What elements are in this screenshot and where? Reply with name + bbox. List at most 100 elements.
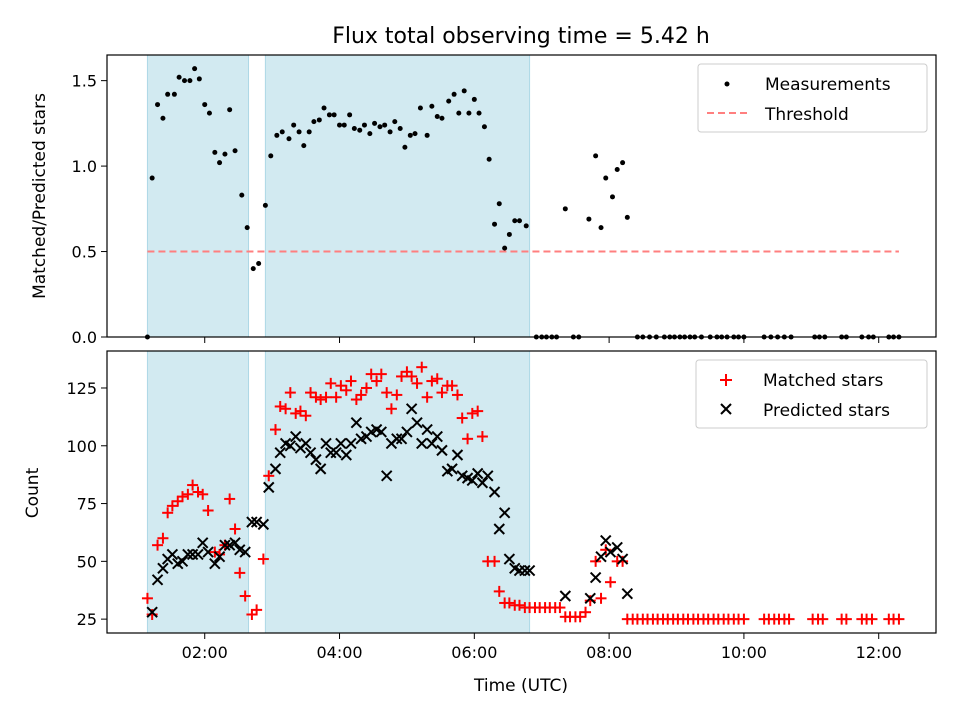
measurement-point (402, 144, 408, 150)
predicted-star-point (589, 571, 602, 584)
measurement-point (232, 148, 238, 154)
matched-star-point (157, 532, 169, 544)
legend-predicted-marker (720, 403, 732, 415)
measurement-point (347, 112, 353, 118)
matched-star-point (284, 387, 296, 399)
measurement-point (407, 132, 413, 138)
measurement-point (357, 127, 363, 133)
predicted-marker-b (300, 437, 312, 450)
measurement-point (341, 122, 347, 128)
predicted-star-point (380, 470, 393, 482)
predicted-marker-b (600, 534, 612, 547)
bottom-plot: 25 50 75 100 125 02:00 04:00 06:00 08:00 10:00 12:… (23, 350, 937, 696)
predicted-star-point (451, 449, 464, 461)
measurement-point (377, 124, 383, 130)
predicted-star-point (476, 477, 489, 489)
predicted-star-point (182, 548, 194, 561)
matched-star-point (391, 389, 403, 401)
measurement-point (466, 110, 472, 116)
measurement-point (321, 105, 327, 111)
predicted-marker-b (621, 587, 634, 600)
predicted-star-point (166, 548, 179, 561)
predicted-marker-b (595, 551, 607, 563)
predicted-marker-b (229, 537, 241, 549)
measurement-point (486, 156, 492, 162)
predicted-star-point (263, 481, 275, 494)
measurement-point (586, 216, 592, 222)
bottom-ylabel: Count (23, 467, 43, 518)
predicted-star-point (559, 590, 572, 602)
legend-matched-label: Matched stars (763, 371, 883, 391)
predicted-star-point (375, 426, 388, 438)
matched-star-point (300, 410, 312, 422)
predicted-marker-b (257, 518, 270, 531)
predicted-star-point (600, 534, 612, 547)
predicted-marker-b (250, 516, 263, 528)
top-legend-box (697, 63, 928, 133)
predicted-star-point (395, 433, 408, 445)
bottom-ytick-label: 75 (77, 495, 97, 514)
matched-star-point (554, 602, 566, 614)
predicted-star-point (604, 546, 617, 558)
measurement-point (429, 103, 435, 109)
matched-star-point (197, 488, 209, 500)
predicted-marker-b (176, 555, 189, 568)
matched-star-point (472, 405, 484, 417)
measurement-point (279, 129, 285, 135)
predicted-star-point (290, 430, 302, 443)
predicted-marker-b (219, 539, 231, 551)
measurement-point (476, 110, 482, 116)
predicted-marker-b (466, 474, 479, 487)
predicted-star-point (391, 433, 403, 445)
measurement-point (506, 231, 512, 237)
predicted-star-point (250, 516, 263, 528)
measurement-point (424, 132, 430, 138)
predicted-marker-b (182, 548, 194, 561)
top-plot: 0.0 0.5 1.0 1.5 Matched/Predicted stars Mea… (30, 54, 937, 347)
matched-star-point (269, 424, 281, 436)
matched-star-point (817, 613, 829, 625)
measurement-point (502, 245, 508, 251)
measurement-point (593, 153, 599, 159)
matched-star-point (330, 391, 342, 403)
measurement-point (239, 192, 245, 198)
predicted-marker-b (263, 481, 275, 494)
predicted-star-point (330, 446, 342, 459)
legend-measurements-label: Measurements (765, 75, 891, 95)
bottom-xtick-label: 12:00 (856, 643, 902, 662)
predicted-star-point (314, 463, 327, 475)
predicted-star-point (411, 416, 423, 429)
predicted-star-point (176, 555, 189, 568)
measurement-point (206, 110, 212, 116)
measurement-point (446, 98, 452, 104)
measurement-point (417, 105, 423, 111)
predicted-marker-b (451, 449, 464, 461)
predicted-star-point (446, 463, 458, 475)
predicted-marker-b (436, 444, 448, 457)
matched-star-point (187, 479, 199, 491)
predicted-star-point (621, 587, 634, 600)
predicted-star-point (246, 516, 258, 528)
measurement-point (222, 151, 228, 157)
predicted-marker-b (493, 523, 505, 535)
matched-star-point (360, 382, 372, 394)
predicted-star-point (616, 553, 629, 565)
measurement-point (326, 112, 332, 118)
predicted-marker-b (310, 453, 322, 466)
matched-star-point (345, 375, 357, 387)
measurement-point (434, 114, 440, 120)
legend-predicted-label: Predicted stars (763, 401, 890, 421)
predicted-marker-b (345, 437, 357, 450)
figure-title: Flux total observing time = 5.42 h (332, 24, 710, 49)
top-ytick-label: 1.5 (72, 72, 97, 91)
predicted-marker-b (234, 544, 246, 556)
predicted-star-point (310, 453, 322, 466)
matched-star-point (239, 590, 251, 602)
predicted-marker-b (166, 548, 179, 561)
matched-star-point (310, 391, 322, 403)
predicted-marker-b (320, 437, 332, 450)
legend-matched-marker (720, 374, 732, 386)
measurement-point (387, 129, 393, 135)
matched-star-point (489, 555, 501, 567)
measurement-point (456, 110, 462, 116)
